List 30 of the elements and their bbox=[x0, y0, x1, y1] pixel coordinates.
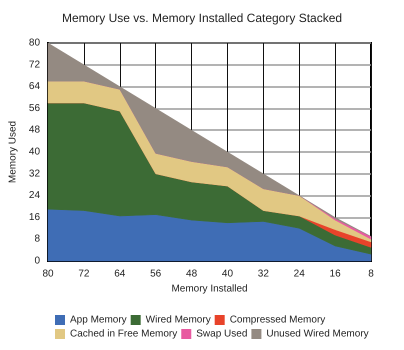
x-tick-label: 40 bbox=[222, 268, 234, 280]
x-tick-label: 80 bbox=[42, 268, 54, 280]
chart-title: Memory Use vs. Memory Installed Category Stacked bbox=[62, 11, 342, 25]
x-tick-label: 32 bbox=[258, 268, 270, 280]
y-tick-label: 24 bbox=[28, 190, 40, 202]
y-tick-label: 8 bbox=[34, 234, 40, 245]
y-tick-label: 80 bbox=[28, 38, 40, 48]
legend-label: Wired Memory bbox=[146, 314, 211, 326]
x-tick-label: 72 bbox=[78, 268, 90, 280]
x-tick-label: 24 bbox=[294, 268, 306, 280]
legend-label: Compressed Memory bbox=[230, 314, 326, 326]
y-tick-label: 0 bbox=[34, 256, 40, 266]
y-tick-label: 72 bbox=[28, 59, 40, 70]
y-tick-label: 16 bbox=[28, 212, 40, 223]
legend-label: App Memory bbox=[70, 314, 127, 326]
legend-label: Unused Wired Memory bbox=[266, 328, 369, 340]
y-tick-label: 56 bbox=[28, 102, 40, 114]
y-tick-label: 64 bbox=[28, 81, 40, 92]
y-axis-title: Memory Used bbox=[8, 120, 18, 184]
y-tick-label: 40 bbox=[28, 146, 40, 158]
x-tick-label: 8 bbox=[368, 268, 374, 280]
x-tick-label: 64 bbox=[114, 268, 126, 280]
x-tick-label: 56 bbox=[150, 268, 162, 280]
legend-label: Cached in Free Memory bbox=[70, 328, 178, 340]
y-tick-label: 32 bbox=[28, 168, 40, 180]
x-tick-label: 48 bbox=[186, 268, 198, 280]
y-tick-label: 48 bbox=[28, 124, 40, 136]
legend-label: Swap Used bbox=[196, 328, 248, 340]
x-tick-label: 16 bbox=[330, 268, 342, 280]
x-axis-title: Memory Installed bbox=[171, 283, 248, 294]
